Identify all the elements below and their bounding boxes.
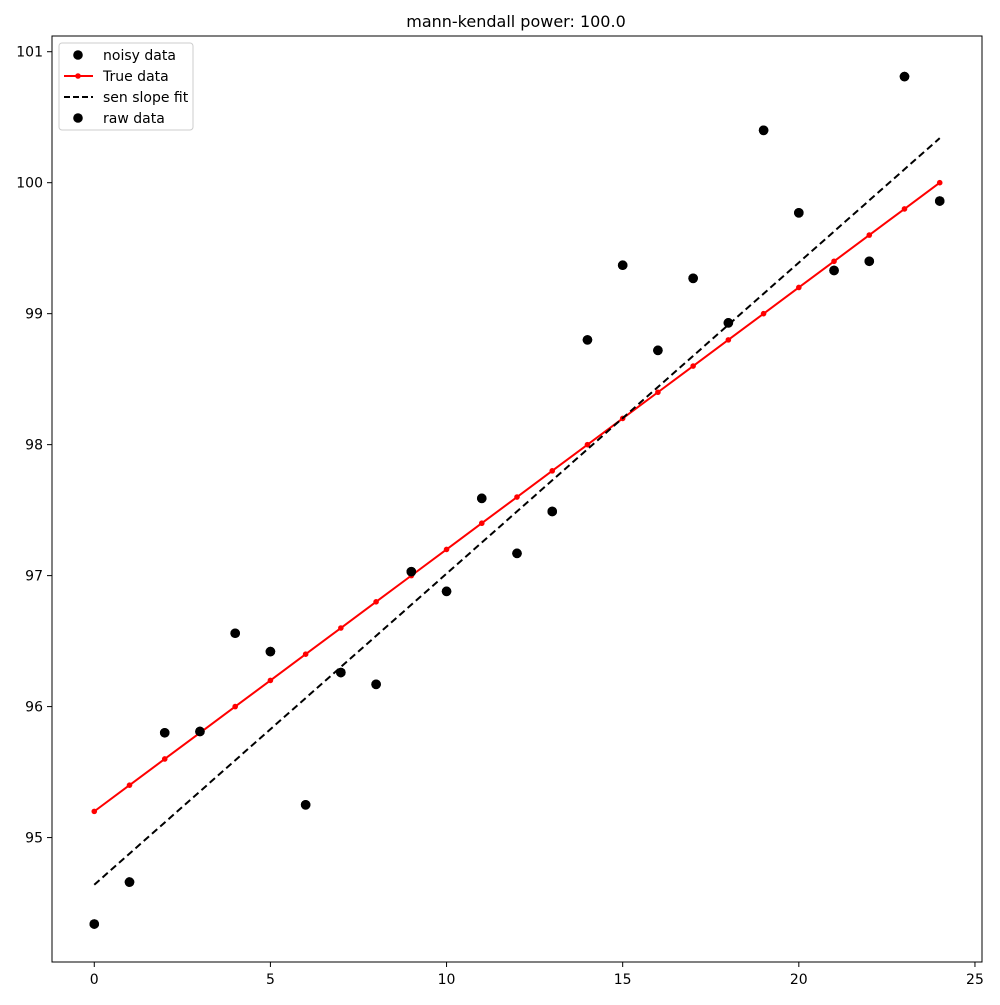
axes-frame (51, 35, 983, 963)
sen-slope-fit-line (93, 137, 941, 886)
raw-data-point (864, 256, 875, 267)
x-tick-label: 5 (266, 972, 275, 988)
x-tick-label: 0 (90, 972, 99, 988)
series-true-data (91, 179, 943, 815)
legend-entry: raw data (73, 111, 165, 127)
true-data-point (584, 441, 591, 448)
raw-data-point (723, 318, 734, 328)
raw-data-point (617, 260, 628, 271)
raw-data-point (159, 727, 170, 738)
raw-data-point (300, 800, 311, 810)
axes: 0 5 10 15 20 25 95 96 97 98 99 100 101 (16, 35, 984, 988)
y-tick-label: 96 (25, 700, 43, 716)
true-data-point (796, 284, 802, 291)
legend-label: noisy data (103, 48, 176, 64)
legend-label: True data (102, 69, 169, 85)
legend-label: raw data (103, 111, 165, 127)
true-data-point (443, 546, 450, 553)
raw-data-point (829, 265, 839, 276)
y-tick-label: 97 (25, 569, 43, 585)
raw-data-point (371, 679, 381, 690)
legend-marker-icon (75, 73, 81, 79)
series-raw-data (89, 71, 945, 929)
raw-data-point (336, 667, 346, 678)
y-tick-label: 98 (25, 438, 43, 454)
raw-data-point (794, 208, 804, 218)
raw-data-point (265, 646, 276, 657)
legend-entry: noisy data (73, 48, 176, 64)
raw-data-point (688, 273, 698, 284)
true-data-point (725, 337, 732, 343)
true-data-point (478, 520, 485, 527)
true-data-point (549, 468, 556, 474)
legend-entry: True data (64, 69, 169, 85)
x-tick-label: 10 (438, 972, 456, 988)
raw-data-point (653, 345, 663, 356)
raw-data-point (582, 335, 593, 345)
true-data-point (831, 258, 837, 265)
raw-data-point (406, 566, 417, 577)
plot-area (89, 71, 945, 929)
y-tick-label: 100 (16, 176, 43, 192)
true-data-point (126, 782, 133, 788)
raw-data-point (899, 71, 910, 82)
legend-box (58, 42, 194, 131)
raw-data-point (547, 506, 558, 517)
raw-data-point (230, 628, 240, 639)
x-tick-label: 25 (966, 972, 984, 988)
true-data-point (161, 756, 168, 762)
true-data-point (655, 389, 661, 396)
legend-marker-icon (73, 113, 83, 123)
x-tick-label: 15 (614, 972, 632, 988)
true-data-point (514, 494, 520, 500)
raw-data-point (512, 548, 522, 559)
y-tick-label: 99 (25, 307, 43, 323)
true-data-point (91, 808, 98, 815)
legend: noisy data True data sen slope fit raw data (58, 42, 194, 131)
legend-marker-icon (73, 50, 83, 60)
true-data-point (690, 363, 696, 369)
true-data-point (302, 651, 309, 658)
true-data-point (901, 206, 908, 212)
legend-entry: sen slope fit (64, 90, 189, 106)
raw-data-point (195, 726, 205, 737)
true-data-point (267, 677, 274, 684)
raw-data-point (476, 493, 487, 504)
chart-title: mann-kendall power: 100.0 (406, 12, 626, 31)
true-data-point (338, 625, 344, 631)
raw-data-point (124, 877, 135, 887)
true-data-point (760, 310, 767, 317)
true-data-point (232, 703, 238, 710)
true-data-point (936, 179, 943, 186)
y-tick-label: 95 (25, 831, 43, 847)
true-data-point (373, 599, 379, 605)
legend-label: sen slope fit (103, 90, 189, 106)
y-tick-label: 101 (16, 45, 43, 61)
raw-data-point (441, 586, 452, 597)
series-sen-slope-fit (93, 137, 941, 886)
raw-data-point (758, 125, 769, 136)
raw-data-point (934, 196, 945, 206)
raw-data-point (89, 919, 100, 929)
true-data-point (866, 232, 873, 238)
x-tick-label: 20 (790, 972, 808, 988)
